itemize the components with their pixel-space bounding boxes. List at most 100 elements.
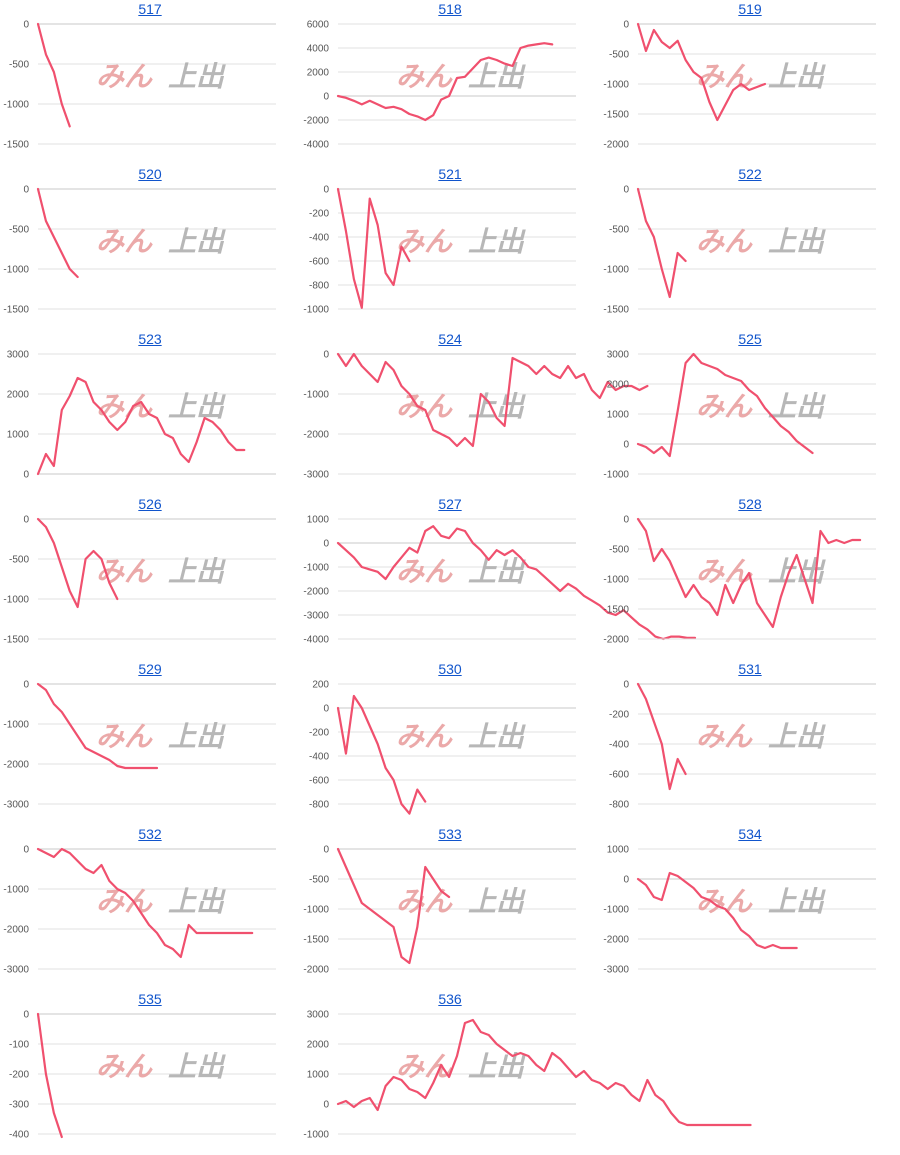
y-tick-label: 0: [623, 20, 629, 31]
line-chart: 200 0 -200 -400 -600 -800 みん 上出: [309, 680, 576, 815]
chart-title-link[interactable]: 518: [438, 1, 462, 17]
watermark-text-left: みん: [696, 555, 753, 588]
series-line: [336, 187, 411, 309]
y-tick-label: -1000: [3, 595, 29, 606]
y-tick-label: -3000: [3, 965, 29, 976]
chart-panel: 524 0 -1000 -2000 -3000 みん 上出: [300, 330, 649, 495]
chart-panel: 517 0 -500 -1000 -1500 みん 上出: [0, 0, 300, 165]
y-tick-label: -1000: [303, 905, 329, 916]
y-tick-label: 3000: [307, 1010, 330, 1021]
y-tick-label: -1000: [603, 265, 629, 276]
y-tick-label: -200: [309, 209, 329, 220]
chart-panel: 519 0 -500 -1000 -1500 -2000 みん 上出: [600, 0, 900, 165]
line-chart: 1000 0 -1000 -2000 -3000 みん 上出: [603, 845, 876, 976]
watermark-text-right: 上出: [468, 225, 526, 258]
y-tick-label: 2000: [307, 1040, 330, 1051]
watermark-text-left: みん: [396, 720, 453, 753]
chart-title-link[interactable]: 529: [138, 661, 162, 677]
y-tick-label: -500: [609, 545, 629, 556]
watermark-text-left: みん: [396, 885, 453, 918]
series-line: [336, 847, 451, 965]
y-tick-label: -200: [609, 710, 629, 721]
y-tick-label: -400: [9, 1130, 29, 1141]
chart-title-link[interactable]: 530: [438, 661, 462, 677]
y-tick-label: -800: [309, 800, 329, 811]
watermark-logo: みん 上出: [96, 1050, 226, 1083]
chart-title-link[interactable]: 526: [138, 496, 162, 512]
chart-title-link[interactable]: 534: [738, 826, 762, 842]
y-tick-label: 1000: [307, 515, 330, 526]
y-tick-label: 0: [23, 1010, 29, 1021]
watermark-logo: みん 上出: [96, 60, 226, 93]
series-line: [336, 352, 649, 448]
y-tick-label: 0: [23, 20, 29, 31]
y-tick-label: -2000: [303, 587, 329, 598]
chart-panel: 527 1000 0 -1000 -2000 -3000 -4000 みん 上出: [300, 495, 697, 660]
line-chart: 3000 2000 1000 0 -1000 みん 上出: [303, 1010, 752, 1141]
watermark-text-right: 上出: [168, 390, 226, 423]
y-tick-label: 0: [23, 515, 29, 526]
watermark-text-left: みん: [96, 1050, 153, 1083]
chart-panel: 531 0 -200 -400 -600 -800 みん 上出: [600, 660, 900, 825]
y-tick-label: 0: [23, 845, 29, 856]
y-tick-label: 0: [623, 185, 629, 196]
chart-title-link[interactable]: 531: [738, 661, 762, 677]
series-line: [36, 376, 246, 476]
y-tick-label: -1000: [3, 100, 29, 111]
y-tick-label: -100: [9, 1040, 29, 1051]
chart-title-link[interactable]: 535: [138, 991, 162, 1007]
chart-title-link[interactable]: 523: [138, 331, 162, 347]
y-tick-label: -1000: [603, 80, 629, 91]
chart-title-link[interactable]: 522: [738, 166, 762, 182]
watermark-logo: みん 上出: [396, 885, 526, 918]
y-tick-label: 2000: [607, 380, 630, 391]
y-tick-label: -500: [9, 555, 29, 566]
y-tick-label: 0: [323, 704, 329, 715]
y-tick-label: -2000: [3, 925, 29, 936]
chart-title-link[interactable]: 517: [138, 1, 162, 17]
chart-title-link[interactable]: 533: [438, 826, 462, 842]
y-tick-label: -200: [9, 1070, 29, 1081]
chart-panel: 536 3000 2000 1000 0 -1000 みん 上出: [300, 990, 752, 1155]
series-line: [336, 42, 554, 122]
line-chart: 1000 0 -1000 -2000 -3000 -4000 みん 上出: [303, 515, 697, 646]
chart-title-link[interactable]: 532: [138, 826, 162, 842]
series-line: [636, 682, 687, 791]
y-tick-label: -600: [309, 776, 329, 787]
y-tick-label: 3000: [607, 350, 630, 361]
chart-title-link[interactable]: 519: [738, 1, 762, 17]
y-tick-label: -400: [309, 752, 329, 763]
chart-panel: 534 1000 0 -1000 -2000 -3000 みん 上出: [600, 825, 900, 990]
chart-title-link[interactable]: 524: [438, 331, 462, 347]
chart-panel: 530 200 0 -200 -400 -600 -800 みん 上出: [300, 660, 600, 825]
watermark-logo: みん 上出: [96, 555, 226, 588]
series-line: [36, 1012, 63, 1139]
chart-title-link[interactable]: 521: [438, 166, 462, 182]
chart-title-link[interactable]: 525: [738, 331, 762, 347]
series-line: [636, 22, 767, 122]
watermark-text-right: 上出: [768, 225, 826, 258]
chart-title-link[interactable]: 528: [738, 496, 762, 512]
y-tick-label: -2000: [3, 760, 29, 771]
chart-title-link[interactable]: 536: [438, 991, 462, 1007]
line-chart: 0 -200 -400 -600 -800 みん 上出: [609, 680, 876, 811]
watermark-text-right: 上出: [468, 60, 526, 93]
watermark-text-left: みん: [96, 225, 153, 258]
series-line: [36, 517, 119, 609]
watermark-text-right: 上出: [468, 885, 526, 918]
line-chart: 0 -500 -1000 -1500 みん 上出: [3, 20, 276, 151]
chart-title-link[interactable]: 520: [138, 166, 162, 182]
line-chart: 0 -1000 -2000 -3000 みん 上出: [3, 680, 276, 811]
y-tick-label: -1500: [603, 305, 629, 316]
y-tick-label: -1000: [303, 305, 329, 316]
chart-panel: 535 0 -100 -200 -300 -400 みん 上出: [0, 990, 300, 1155]
watermark-text-right: 上出: [468, 555, 526, 588]
y-tick-label: -3000: [3, 800, 29, 811]
y-tick-label: 0: [323, 185, 329, 196]
chart-title-link[interactable]: 527: [438, 496, 462, 512]
line-chart: 0 -1000 -2000 -3000 みん 上出: [3, 845, 276, 976]
y-tick-label: -500: [9, 225, 29, 236]
